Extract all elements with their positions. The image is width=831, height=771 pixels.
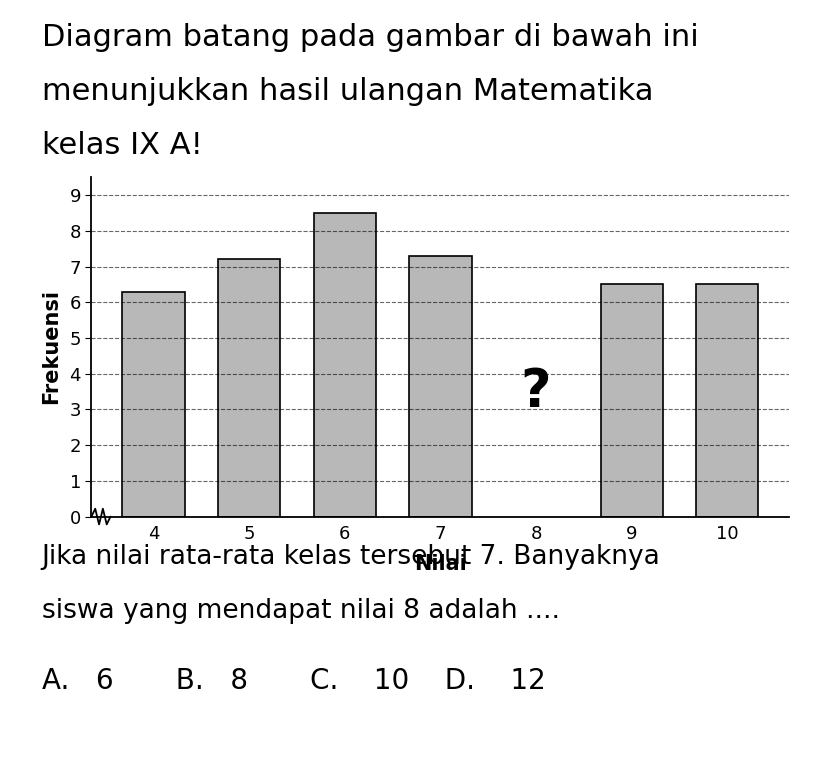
Text: menunjukkan hasil ulangan Matematika: menunjukkan hasil ulangan Matematika [42,77,653,106]
Text: ?: ? [521,365,551,418]
Bar [696,284,759,517]
Bar [410,256,471,517]
Bar [122,291,184,517]
X-axis label: Nilai: Nilai [414,554,467,574]
Bar [314,213,376,517]
Text: Jika nilai rata-rata kelas tersebut 7. Banyaknya: Jika nilai rata-rata kelas tersebut 7. B… [42,544,661,570]
Bar [601,284,663,517]
Bar [218,260,280,517]
Y-axis label: Frekuensi: Frekuensi [42,289,61,405]
Text: A.   6       B.   8       C.    10    D.    12: A. 6 B. 8 C. 10 D. 12 [42,667,545,695]
Text: kelas IX A!: kelas IX A! [42,131,203,160]
Text: Diagram batang pada gambar di bawah ini: Diagram batang pada gambar di bawah ini [42,23,698,52]
Text: siswa yang mendapat nilai 8 adalah ....: siswa yang mendapat nilai 8 adalah .... [42,598,559,624]
